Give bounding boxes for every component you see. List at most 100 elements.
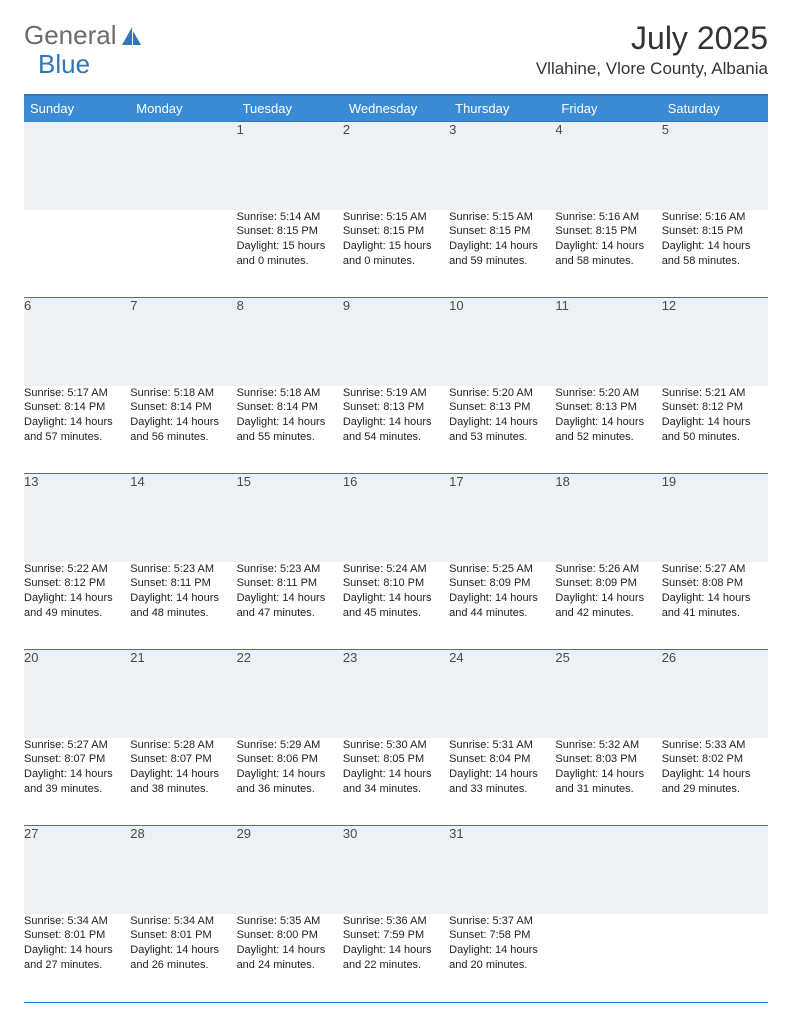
sunrise-text: Sunrise: 5:22 AM [24, 562, 130, 577]
day-details-cell [24, 210, 130, 298]
daynum-row: 6789101112 [24, 298, 768, 386]
day-number-cell: 3 [449, 122, 555, 210]
sunrise-text: Sunrise: 5:15 AM [449, 210, 555, 225]
sunset-text: Sunset: 8:11 PM [237, 576, 343, 591]
details-row: Sunrise: 5:17 AMSunset: 8:14 PMDaylight:… [24, 386, 768, 474]
daylight-text-1: Daylight: 14 hours [237, 591, 343, 606]
day-details-cell: Sunrise: 5:15 AMSunset: 8:15 PMDaylight:… [343, 210, 449, 298]
day-number-cell: 4 [555, 122, 661, 210]
sunset-text: Sunset: 8:13 PM [449, 400, 555, 415]
calendar-table: Sunday Monday Tuesday Wednesday Thursday… [24, 94, 768, 1002]
sunset-text: Sunset: 8:09 PM [555, 576, 661, 591]
location-text: Vllahine, Vlore County, Albania [536, 59, 768, 79]
day-number-cell: 22 [237, 650, 343, 738]
sunrise-text: Sunrise: 5:24 AM [343, 562, 449, 577]
sunset-text: Sunset: 8:01 PM [24, 928, 130, 943]
daylight-text-1: Daylight: 14 hours [662, 591, 768, 606]
daylight-text-1: Daylight: 14 hours [237, 943, 343, 958]
sunrise-text: Sunrise: 5:34 AM [130, 914, 236, 929]
daylight-text-2: and 36 minutes. [237, 782, 343, 797]
daylight-text-2: and 59 minutes. [449, 254, 555, 269]
sunset-text: Sunset: 8:13 PM [343, 400, 449, 415]
daylight-text-1: Daylight: 14 hours [130, 767, 236, 782]
sunrise-text: Sunrise: 5:31 AM [449, 738, 555, 753]
day-number-cell: 2 [343, 122, 449, 210]
day-number-cell: 27 [24, 826, 130, 914]
day-details-cell: Sunrise: 5:31 AMSunset: 8:04 PMDaylight:… [449, 738, 555, 826]
sunrise-text: Sunrise: 5:23 AM [237, 562, 343, 577]
daylight-text-1: Daylight: 14 hours [662, 415, 768, 430]
day-details-cell: Sunrise: 5:21 AMSunset: 8:12 PMDaylight:… [662, 386, 768, 474]
day-number-cell: 8 [237, 298, 343, 386]
sunset-text: Sunset: 8:10 PM [343, 576, 449, 591]
sunset-text: Sunset: 8:15 PM [343, 224, 449, 239]
sunrise-text: Sunrise: 5:18 AM [237, 386, 343, 401]
sunset-text: Sunset: 8:07 PM [130, 752, 236, 767]
day-details-cell: Sunrise: 5:16 AMSunset: 8:15 PMDaylight:… [555, 210, 661, 298]
day-number-cell [24, 122, 130, 210]
daylight-text-1: Daylight: 14 hours [555, 415, 661, 430]
daylight-text-2: and 41 minutes. [662, 606, 768, 621]
sunset-text: Sunset: 8:11 PM [130, 576, 236, 591]
sunrise-text: Sunrise: 5:35 AM [237, 914, 343, 929]
sunrise-text: Sunrise: 5:37 AM [449, 914, 555, 929]
daylight-text-2: and 42 minutes. [555, 606, 661, 621]
day-details-cell: Sunrise: 5:20 AMSunset: 8:13 PMDaylight:… [555, 386, 661, 474]
daylight-text-1: Daylight: 14 hours [662, 239, 768, 254]
day-details-cell: Sunrise: 5:35 AMSunset: 8:00 PMDaylight:… [237, 914, 343, 1002]
sunset-text: Sunset: 8:01 PM [130, 928, 236, 943]
day-details-cell: Sunrise: 5:22 AMSunset: 8:12 PMDaylight:… [24, 562, 130, 650]
day-number-cell: 9 [343, 298, 449, 386]
daylight-text-1: Daylight: 14 hours [24, 943, 130, 958]
sunset-text: Sunset: 8:14 PM [130, 400, 236, 415]
daylight-text-2: and 52 minutes. [555, 430, 661, 445]
daylight-text-2: and 27 minutes. [24, 958, 130, 973]
day-number-cell: 24 [449, 650, 555, 738]
sunrise-text: Sunrise: 5:18 AM [130, 386, 236, 401]
sunrise-text: Sunrise: 5:27 AM [662, 562, 768, 577]
day-details-cell: Sunrise: 5:37 AMSunset: 7:58 PMDaylight:… [449, 914, 555, 1002]
daynum-row: 2728293031 [24, 826, 768, 914]
daylight-text-2: and 57 minutes. [24, 430, 130, 445]
daylight-text-1: Daylight: 14 hours [343, 591, 449, 606]
daylight-text-1: Daylight: 14 hours [449, 415, 555, 430]
day-number-cell: 21 [130, 650, 236, 738]
sunrise-text: Sunrise: 5:34 AM [24, 914, 130, 929]
month-title: July 2025 [536, 20, 768, 57]
daylight-text-1: Daylight: 14 hours [449, 767, 555, 782]
daylight-text-1: Daylight: 14 hours [662, 767, 768, 782]
details-row: Sunrise: 5:27 AMSunset: 8:07 PMDaylight:… [24, 738, 768, 826]
daylight-text-2: and 26 minutes. [130, 958, 236, 973]
day-details-cell: Sunrise: 5:34 AMSunset: 8:01 PMDaylight:… [130, 914, 236, 1002]
sunset-text: Sunset: 8:15 PM [237, 224, 343, 239]
day-details-cell: Sunrise: 5:36 AMSunset: 7:59 PMDaylight:… [343, 914, 449, 1002]
daynum-row: 12345 [24, 122, 768, 210]
day-number-cell: 26 [662, 650, 768, 738]
sunrise-text: Sunrise: 5:30 AM [343, 738, 449, 753]
day-details-cell: Sunrise: 5:27 AMSunset: 8:07 PMDaylight:… [24, 738, 130, 826]
daylight-text-1: Daylight: 14 hours [555, 591, 661, 606]
sunrise-text: Sunrise: 5:16 AM [662, 210, 768, 225]
details-row: Sunrise: 5:22 AMSunset: 8:12 PMDaylight:… [24, 562, 768, 650]
day-number-cell: 1 [237, 122, 343, 210]
daylight-text-2: and 24 minutes. [237, 958, 343, 973]
daylight-text-1: Daylight: 15 hours [237, 239, 343, 254]
day-number-cell [130, 122, 236, 210]
weekday-header: Tuesday [237, 95, 343, 122]
sunrise-text: Sunrise: 5:15 AM [343, 210, 449, 225]
day-number-cell: 5 [662, 122, 768, 210]
day-number-cell: 12 [662, 298, 768, 386]
day-number-cell: 31 [449, 826, 555, 914]
daylight-text-2: and 45 minutes. [343, 606, 449, 621]
sunset-text: Sunset: 8:08 PM [662, 576, 768, 591]
daylight-text-2: and 49 minutes. [24, 606, 130, 621]
day-details-cell: Sunrise: 5:17 AMSunset: 8:14 PMDaylight:… [24, 386, 130, 474]
daynum-row: 20212223242526 [24, 650, 768, 738]
sail-icon [121, 26, 143, 46]
daylight-text-2: and 20 minutes. [449, 958, 555, 973]
daylight-text-1: Daylight: 14 hours [24, 591, 130, 606]
details-row: Sunrise: 5:14 AMSunset: 8:15 PMDaylight:… [24, 210, 768, 298]
daylight-text-2: and 44 minutes. [449, 606, 555, 621]
sunset-text: Sunset: 8:15 PM [662, 224, 768, 239]
daylight-text-2: and 54 minutes. [343, 430, 449, 445]
